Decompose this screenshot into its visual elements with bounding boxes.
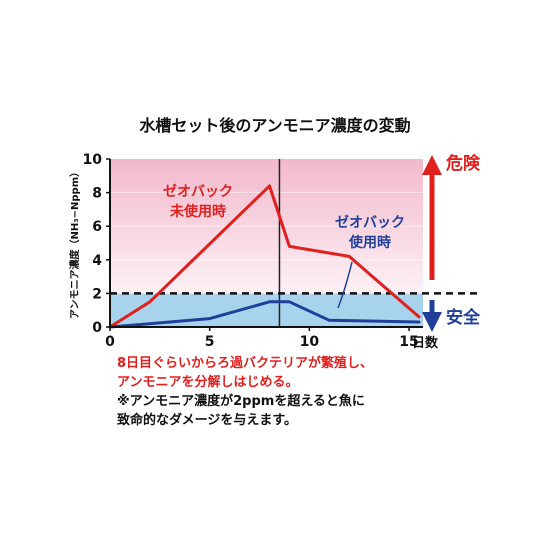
x-axis-unit-label: 日数 xyxy=(412,335,439,351)
x-tick-label: 15 xyxy=(399,334,418,350)
x-tick-label: 0 xyxy=(105,334,115,350)
note-line-4: 致命的なダメージを与えます。 xyxy=(117,413,298,428)
series-2-pointer xyxy=(337,261,353,309)
note-line-1: 8日目ぐらいからろ過バクテリアが繁殖し、 xyxy=(117,356,374,371)
series-1-label: ゼオバック xyxy=(163,183,233,200)
series-2-label: ゼオバック xyxy=(335,214,405,231)
y-tick-label: 2 xyxy=(92,286,102,302)
safe-label: 安全 xyxy=(446,307,481,328)
danger-label: 危険 xyxy=(445,153,481,174)
note-line-3: ※アンモニア濃度が2ppmを超えると魚に xyxy=(117,394,365,409)
chart-title: 水槽セット後のアンモニア濃度の変動 xyxy=(139,116,411,135)
series-1-label: 未使用時 xyxy=(170,203,226,220)
y-tick-label: 0 xyxy=(92,320,102,336)
y-tick-label: 6 xyxy=(92,219,102,235)
series-2-label: 使用時 xyxy=(348,234,391,251)
x-tick-label: 10 xyxy=(300,334,320,350)
x-tick-label: 5 xyxy=(205,334,215,350)
series-line-1 xyxy=(108,184,421,329)
y-tick-label: 10 xyxy=(83,152,103,168)
note-line-2: アンモニアを分解しはじめる。 xyxy=(117,375,299,390)
y-tick-label: 8 xyxy=(92,186,102,202)
y-axis-label: アンモニア濃度（NH₃−Nppm） xyxy=(68,167,81,319)
y-tick-label: 4 xyxy=(92,253,102,269)
